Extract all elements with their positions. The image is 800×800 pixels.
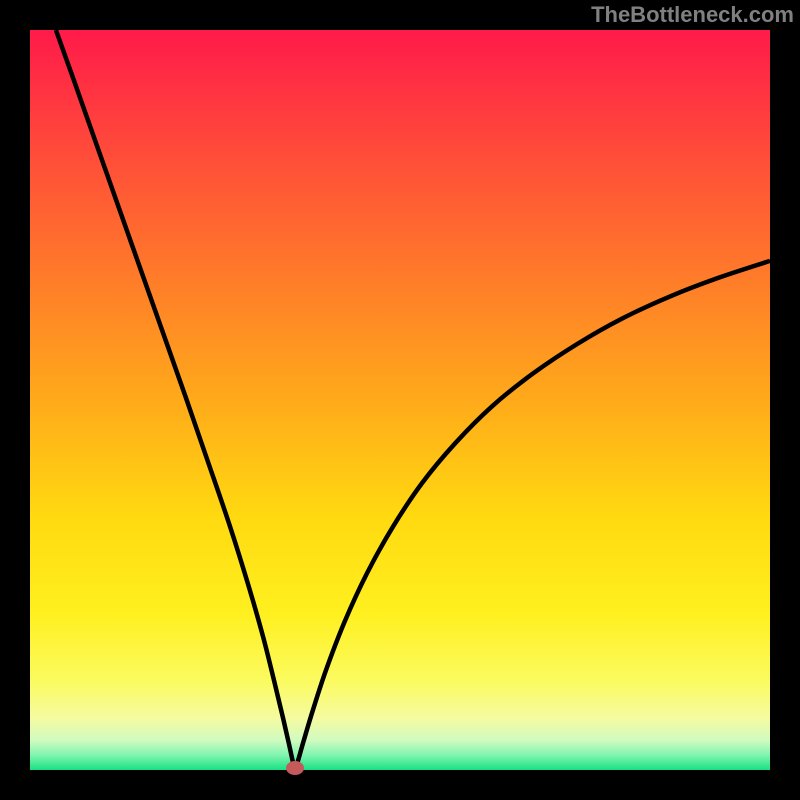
minimum-marker <box>286 761 304 775</box>
curve-layer <box>30 30 770 770</box>
plot-area <box>30 30 770 770</box>
watermark-text: TheBottleneck.com <box>591 2 794 28</box>
bottleneck-curve <box>56 30 770 770</box>
